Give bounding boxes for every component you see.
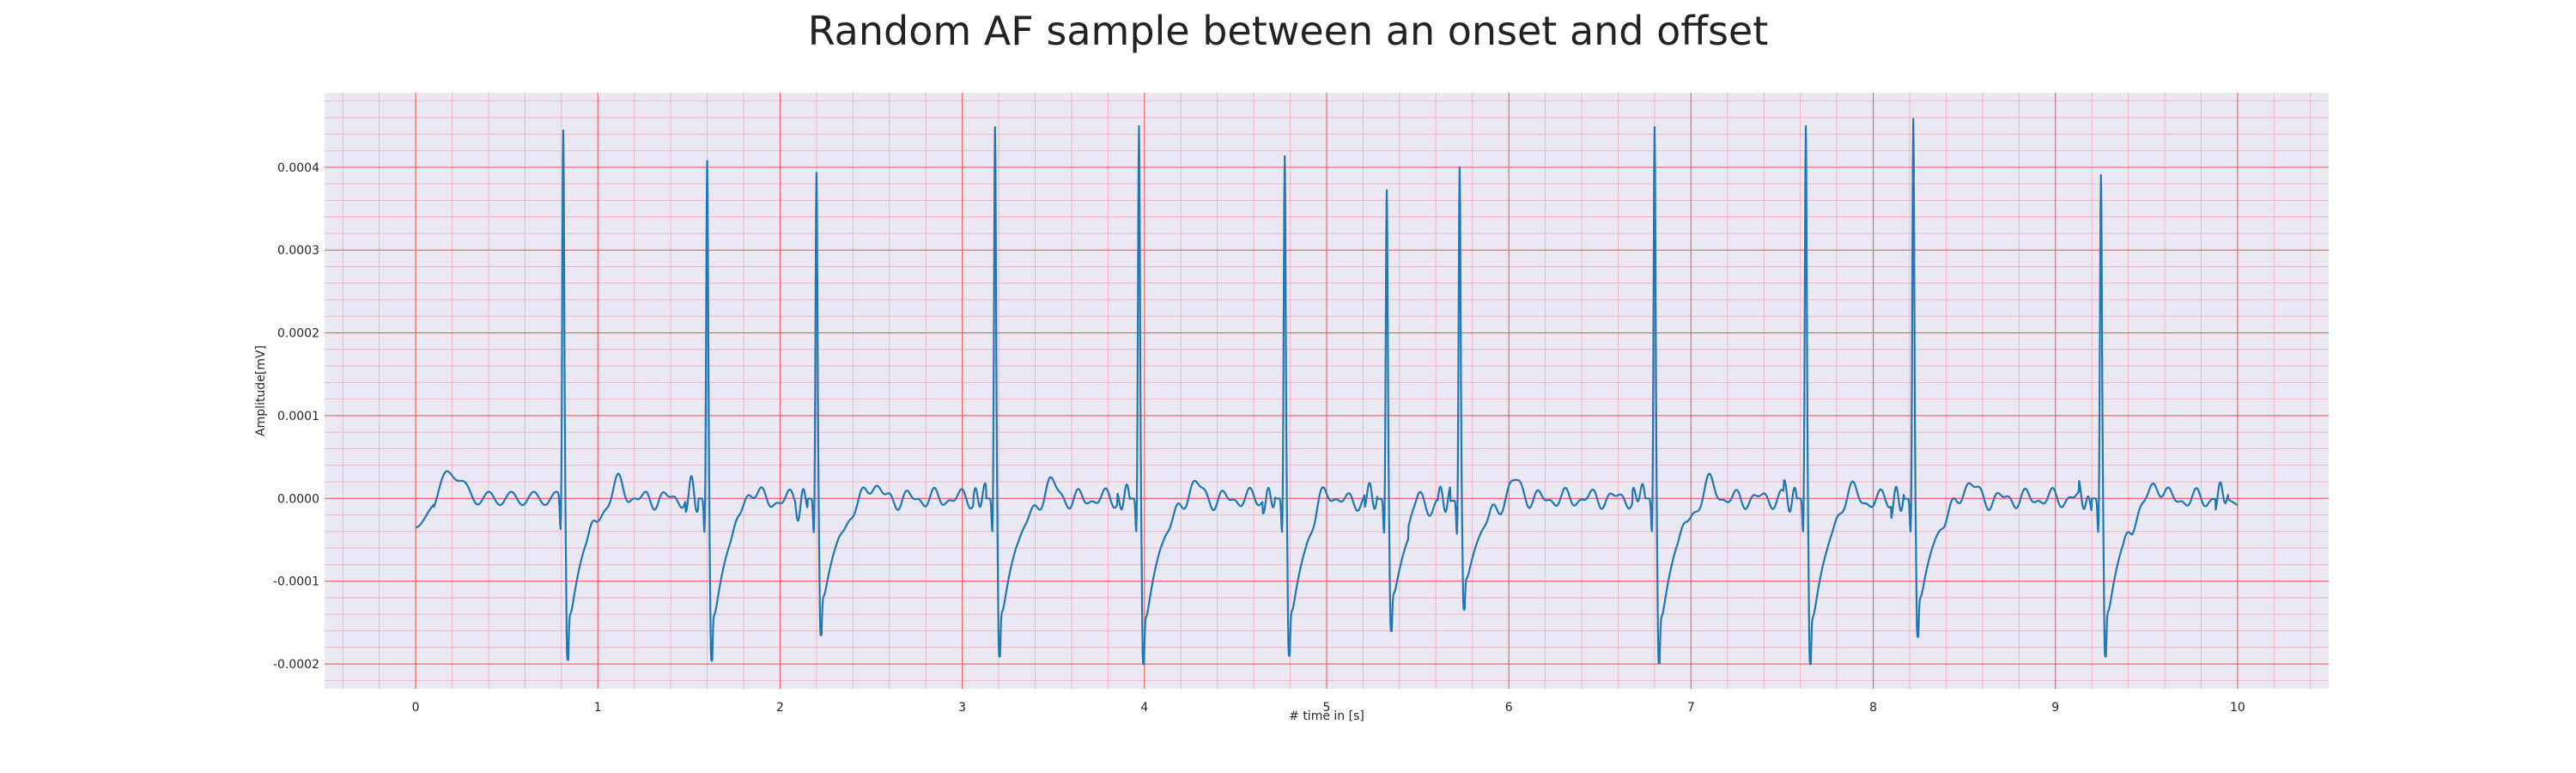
x-tick-label: 0 <box>412 701 420 715</box>
y-tick-label: -0.0001 <box>273 575 319 589</box>
ecg-signal-line <box>415 118 2239 666</box>
x-tick-label: 10 <box>2230 701 2245 715</box>
y-tick-labels: -0.0002 -0.0001 0.0000 0.0001 0.0002 0.0003 0.… <box>273 161 319 672</box>
y-tick-label: 0.0002 <box>277 327 319 341</box>
y-tick-label: 0.0001 <box>277 410 319 423</box>
y-tick-label: 0.0003 <box>277 244 319 258</box>
y-tick-label: -0.0002 <box>273 658 319 672</box>
x-tick-label: 7 <box>1687 701 1695 715</box>
major-grid <box>325 93 2329 689</box>
x-tick-label: 4 <box>1140 701 1148 715</box>
x-tick-label: 1 <box>594 701 602 715</box>
x-tick-label: 6 <box>1505 701 1513 715</box>
x-tick-label: 5 <box>1323 701 1331 715</box>
x-tick-label: 8 <box>1869 701 1877 715</box>
y-tick-label: 0.0000 <box>277 492 319 506</box>
chart-title: Random AF sample between an onset and of… <box>808 8 1769 54</box>
x-tick-label: 9 <box>2051 701 2059 715</box>
x-axis-label: # time in [s] <box>1289 709 1364 723</box>
y-tick-label: 0.0004 <box>277 161 319 175</box>
x-tick-label: 3 <box>958 701 966 715</box>
y-axis-label: Amplitude[mV] <box>254 345 268 436</box>
x-tick-label: 2 <box>776 701 784 715</box>
x-tick-labels: 0 1 2 3 4 5 6 7 8 9 10 <box>412 701 2245 715</box>
